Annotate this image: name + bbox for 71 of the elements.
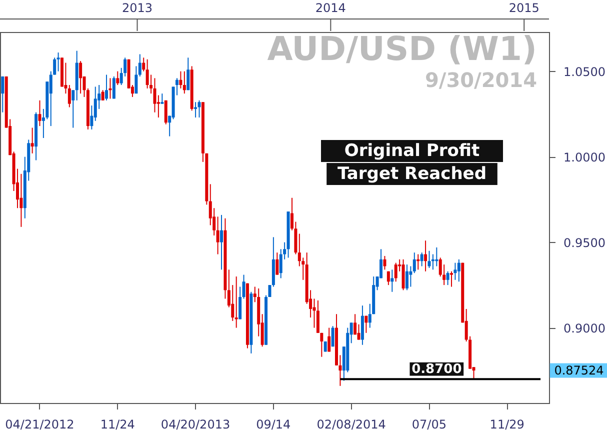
candlestick [134, 66, 138, 94]
y-tick-label: 1.0000 [564, 150, 606, 164]
x2-tick-label: 2014 [315, 1, 346, 15]
candlestick [394, 262, 398, 282]
x2-tick-label: 2013 [122, 1, 153, 15]
candlestick [412, 252, 416, 274]
candlestick [138, 54, 142, 77]
candlestick [331, 326, 334, 348]
candlestick [328, 327, 331, 352]
annotation: Target Reached [338, 164, 486, 184]
candlestick [238, 286, 242, 320]
candlestick [1, 76, 4, 113]
candlestick [360, 305, 364, 346]
candlestick [316, 300, 320, 334]
candlestick [142, 57, 146, 72]
candlestick [116, 70, 120, 86]
candlestick [409, 266, 412, 288]
candlestick [364, 315, 368, 334]
candlestick [153, 78, 156, 113]
candlestick [186, 57, 190, 91]
chart-title: AUD/USD (W1) [267, 29, 537, 68]
x-tick-label: 02/08/2014 [316, 418, 386, 432]
candlestick [72, 90, 75, 128]
candlestick [68, 84, 71, 108]
candlestick [405, 264, 408, 291]
candlestick [56, 52, 60, 72]
y-tick-label: 0.9000 [564, 321, 606, 336]
candlestick [402, 258, 405, 291]
candlestick [30, 127, 34, 154]
candlestick [454, 262, 457, 280]
text: 9/30/2014 [424, 68, 537, 92]
x-tick-label: 09/14 [256, 418, 291, 432]
candlestick [242, 274, 246, 300]
candlestick [276, 252, 279, 276]
candlestick [424, 240, 428, 272]
candlestick [446, 270, 450, 286]
x-tick-label: 07/05 [412, 418, 447, 432]
text: 0.87524 [554, 364, 604, 378]
x-tick-label: 04/20/2013 [160, 418, 230, 432]
candlestick [160, 93, 164, 104]
candlestick [194, 102, 198, 118]
candlestick [420, 252, 424, 267]
candlestick [390, 269, 394, 292]
annotation: 0.8700 [412, 362, 462, 378]
y-tick-label: 0.9500 [564, 236, 606, 250]
candlestick [386, 270, 390, 286]
candlestick [179, 70, 182, 89]
candlestick [357, 324, 360, 340]
candlestick [20, 173, 23, 228]
candlestick [320, 332, 324, 358]
candlestick [450, 270, 453, 288]
candlestick [112, 76, 116, 100]
candlestick [457, 258, 460, 282]
candlestick [383, 255, 386, 270]
candlestick [105, 74, 108, 101]
x-tick-label: 11/29 [490, 418, 524, 432]
candlestick [79, 60, 82, 94]
candlestick [38, 100, 42, 127]
y-tick-label: 1.0500 [564, 64, 606, 79]
annotation: Original Profit [344, 141, 480, 161]
candlestick [164, 100, 168, 125]
candlestick [198, 100, 201, 118]
x-tick-label: 04/21/2012 [5, 418, 74, 432]
x2-tick-label: 2015 [508, 1, 540, 15]
candlestick [428, 250, 431, 268]
candlestick [354, 314, 357, 336]
candlestick [220, 214, 224, 270]
candlestick [216, 216, 220, 255]
candlestick [182, 70, 186, 94]
x-tick-label: 11/24 [100, 418, 135, 432]
candlestick [101, 90, 104, 101]
